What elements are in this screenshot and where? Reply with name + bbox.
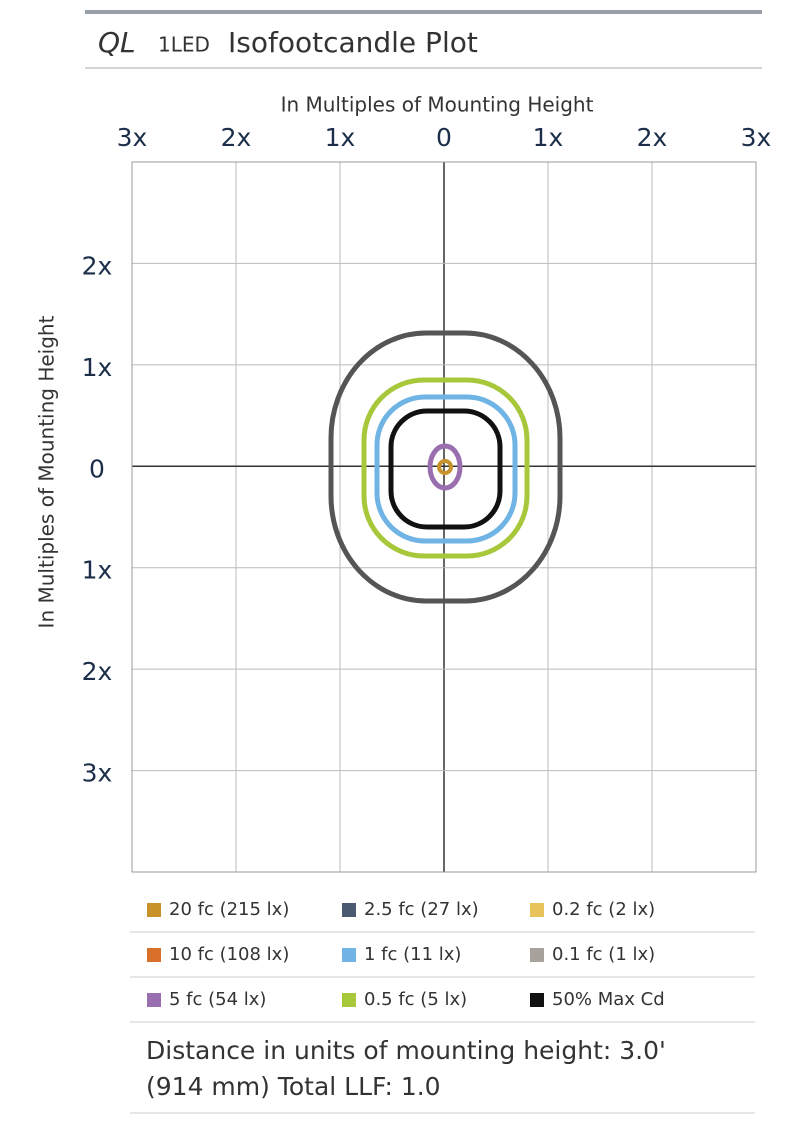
contour [437, 459, 453, 475]
legend-swatch [342, 993, 356, 1007]
contours [328, 330, 563, 604]
legend-label: 0.1 fc (1 lx) [552, 944, 655, 965]
y-axis-title: In Multiples of Mounting Height [35, 315, 59, 628]
legend-swatch [342, 903, 356, 917]
legend-swatch [342, 948, 356, 962]
legend-label: 2.5 fc (27 lx) [364, 899, 479, 920]
x-tick-label: 3x [117, 123, 148, 152]
legend-label: 0.2 fc (2 lx) [552, 899, 655, 920]
legend-label: 1 fc (11 lx) [364, 944, 461, 965]
x-tick-label: 1x [325, 123, 356, 152]
contour [328, 330, 563, 604]
y-tick-label: 2x [82, 657, 113, 686]
footer-line: Distance in units of mounting height: 3.… [146, 1036, 666, 1065]
x-axis-title: In Multiples of Mounting Height [281, 93, 594, 117]
x-tick-label: 0 [436, 123, 452, 152]
legend-label: 10 fc (108 lx) [169, 944, 289, 965]
contour [427, 443, 463, 491]
y-tick-label: 1x [82, 353, 113, 382]
x-tick-label: 2x [637, 123, 668, 152]
plot-frame [131, 161, 757, 873]
y-tick-label: 1x [82, 556, 113, 585]
model: 1LED [158, 33, 210, 57]
legend-label: 50% Max Cd [552, 989, 665, 1010]
y-tick-label: 0 [89, 454, 105, 483]
legend-swatch [530, 948, 544, 962]
y-tick-label: 3x [82, 759, 113, 788]
footer-line: (914 mm) Total LLF: 1.0 [146, 1072, 441, 1101]
legend-label: 20 fc (215 lx) [169, 899, 289, 920]
legend-label: 5 fc (54 lx) [169, 989, 266, 1010]
legend-swatch [147, 993, 161, 1007]
contour [361, 377, 530, 559]
legend-swatch [147, 903, 161, 917]
x-tick-label: 2x [221, 123, 252, 152]
legend-swatch [530, 903, 544, 917]
legend: 20 fc (215 lx) 2.5 fc (27 lx) 0.2 fc (2 lx… [130, 899, 755, 1023]
prefix: QL [98, 26, 136, 59]
contour [388, 408, 503, 530]
contour [374, 394, 518, 544]
title: Isofootcandle Plot [228, 26, 478, 59]
x-tick-label: 1x [533, 123, 564, 152]
legend-swatch [147, 948, 161, 962]
legend-label: 0.5 fc (5 lx) [364, 989, 467, 1010]
x-tick-label: 3x [741, 123, 772, 152]
legend-swatch [530, 993, 544, 1007]
y-tick-label: 2x [82, 251, 113, 280]
grid [131, 161, 757, 873]
